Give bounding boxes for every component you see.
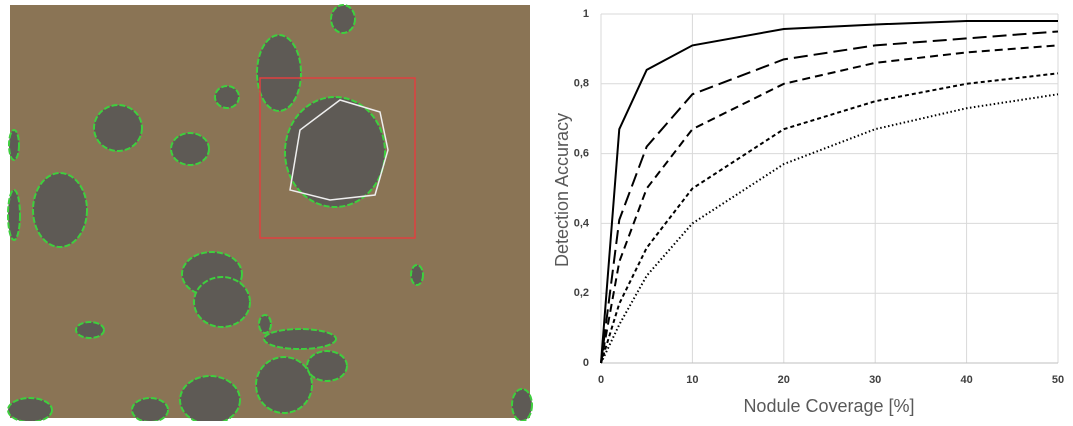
nodule [255, 356, 313, 414]
y-tick-label: 0,8 [574, 78, 589, 90]
nodule [193, 276, 251, 328]
nodule [258, 314, 272, 334]
y-tick-label: 0,4 [574, 217, 590, 229]
nodule [256, 34, 302, 112]
seafloor-photo [7, 4, 533, 425]
x-tick-label: 50 [1052, 374, 1064, 386]
x-axis-title: Nodule Coverage [%] [743, 396, 914, 416]
nodule [511, 388, 533, 422]
x-tick-label: 10 [686, 374, 698, 386]
x-tick-label: 0 [598, 374, 604, 386]
x-tick-label: 40 [960, 374, 972, 386]
nodule [214, 85, 240, 109]
series-line [600, 44, 1059, 364]
y-tick-label: 0,2 [574, 287, 589, 299]
y-tick-label: 0 [583, 357, 589, 369]
nodule [306, 350, 348, 382]
nodule [284, 96, 386, 208]
x-tick-label: 30 [869, 374, 881, 386]
series-line [600, 19, 1058, 364]
nodule [179, 375, 241, 425]
nodule [410, 264, 424, 286]
y-tick-label: 1 [583, 8, 589, 20]
nodule [131, 397, 169, 423]
highlight-box [259, 77, 416, 239]
nodule [170, 132, 210, 166]
nodule [7, 189, 21, 241]
series-line [600, 93, 1059, 364]
nodule [8, 129, 20, 161]
y-axis-title: Detection Accuracy [552, 113, 572, 267]
y-tick-label: 0,6 [574, 148, 589, 160]
nodule-outline [289, 99, 389, 201]
x-tick-label: 20 [778, 374, 790, 386]
nodule [7, 397, 53, 423]
nodule [32, 172, 88, 248]
series-line [600, 30, 1059, 364]
nodule [75, 321, 105, 339]
nodule [263, 328, 337, 350]
nodule [330, 4, 356, 34]
series-line [600, 72, 1059, 364]
nodule [93, 104, 143, 152]
